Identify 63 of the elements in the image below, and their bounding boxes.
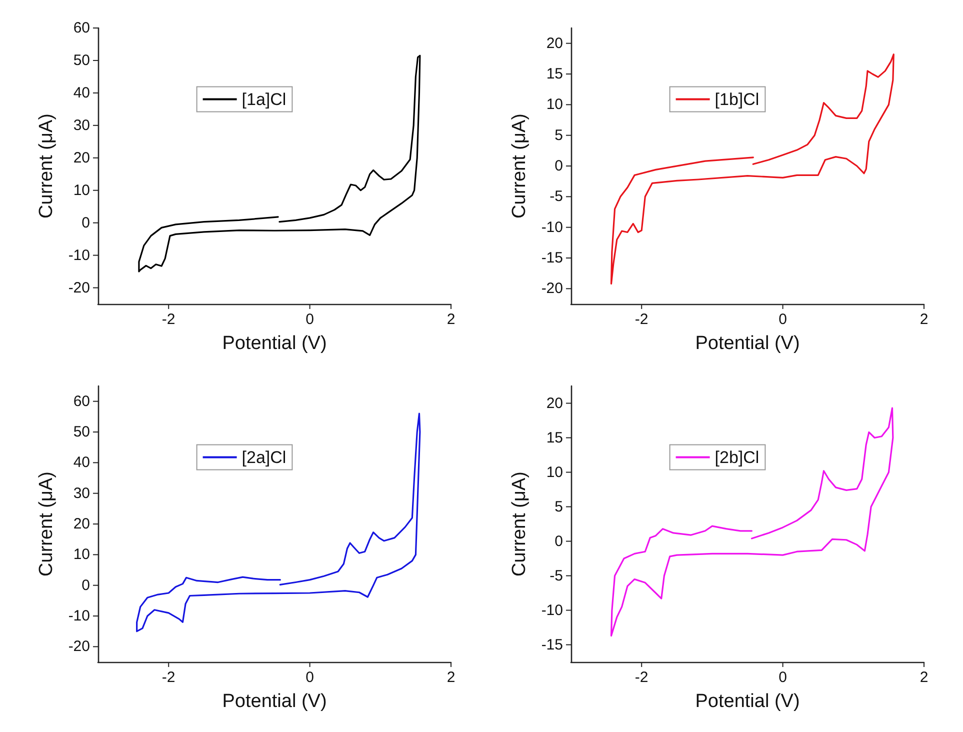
y-tick-label: -10 [68,608,90,624]
x-tick-label: 0 [778,669,787,686]
y-tick-label: 15 [546,66,563,82]
line-series [136,412,421,632]
y-tick-label: 50 [73,52,90,69]
legend-label: [2a]Cl [242,448,286,467]
y-tick-label: 0 [82,214,90,232]
y-tick-label: 50 [73,424,90,440]
y-tick-label: -10 [541,602,563,619]
line-series [138,54,421,272]
x-tick-label: 2 [920,669,928,686]
y-tick-label: 0 [82,576,90,594]
x-tick-label: 2 [446,311,456,328]
legend-label: [2b]Cl [714,448,760,467]
y-tick-label: 0 [554,532,563,550]
y-tick-label: 5 [554,498,563,516]
x-tick-label: 2 [446,669,456,686]
y-tick-label: -20 [68,638,90,656]
y-axis-title: Current (μA) [36,114,57,218]
y-tick-label: -5 [550,567,563,584]
x-tick-label: -2 [634,669,648,686]
y-tick-label: -20 [541,280,563,298]
y-tick-label: -5 [550,188,563,206]
y-tick-label: 60 [73,392,90,410]
y-tick-label: 20 [546,394,563,412]
y-tick-label: 20 [73,149,90,166]
y-tick-label: 10 [73,546,90,564]
y-tick-label: 30 [73,116,90,134]
x-tick-label: -2 [162,311,176,328]
line-series [610,54,894,285]
y-axis-title: Current (μA) [509,114,530,218]
y-axis-title: Current (μA) [509,472,530,576]
y-tick-label: 20 [546,34,563,52]
x-tick-label: 0 [306,311,314,328]
y-tick-label: 10 [546,96,563,114]
y-tick-label: -10 [541,218,563,236]
y-tick-label: 10 [73,182,90,199]
y-tick-label: 60 [73,20,90,36]
x-tick-label: -2 [634,311,648,328]
y-tick-label: 0 [554,158,563,174]
y-tick-label: -15 [541,250,563,266]
y-tick-label: -20 [68,279,90,296]
x-axis-title: Potential (V) [695,691,800,712]
y-tick-label: 40 [73,454,90,472]
legend-label: [1a]Cl [242,90,286,109]
x-tick-label: 0 [306,669,314,686]
y-tick-label: 15 [546,429,563,446]
x-axis-title: Potential (V) [222,691,327,712]
x-axis-title: Potential (V) [695,333,800,354]
y-tick-label: 10 [546,464,563,481]
line-series [610,407,894,637]
y-axis-title: Current (μA) [36,472,57,576]
y-tick-label: -10 [68,246,90,264]
y-tick-label: 40 [73,84,90,102]
x-axis-title: Potential (V) [222,333,327,354]
legend-label: [1b]Cl [714,90,760,109]
x-tick-label: -2 [162,669,176,686]
y-tick-label: 5 [554,126,563,144]
x-tick-label: 2 [920,311,928,328]
x-tick-label: 0 [778,311,787,328]
y-tick-label: 30 [73,484,90,502]
y-tick-label: 20 [73,516,90,532]
y-tick-label: -15 [541,636,563,654]
